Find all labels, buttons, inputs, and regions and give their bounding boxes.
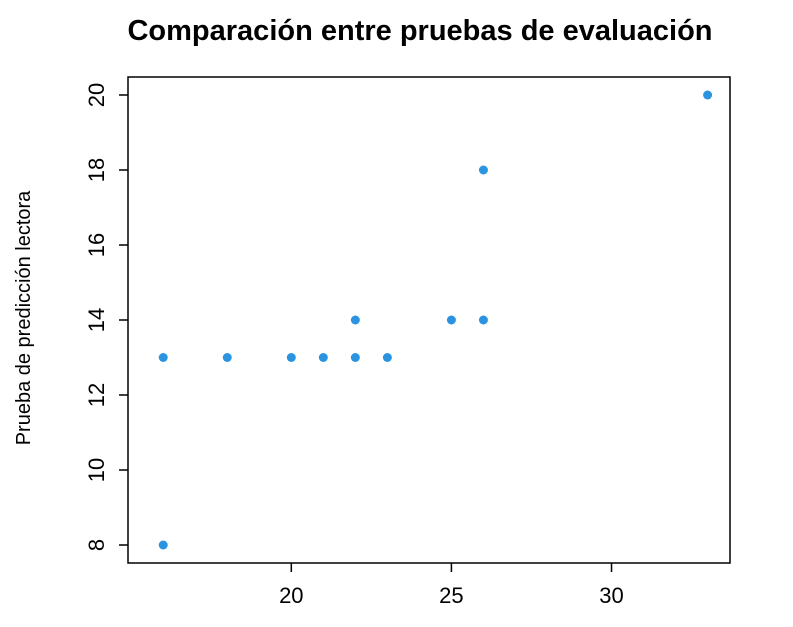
point	[222, 353, 232, 362]
y-tick-label: 20	[84, 83, 109, 107]
point	[478, 165, 488, 175]
x-tick-label: 20	[279, 583, 303, 608]
point	[478, 315, 488, 325]
point	[158, 353, 168, 362]
y-tick-label: 8	[84, 539, 109, 551]
point	[703, 90, 713, 100]
y-axis-label: Prueba de predicción lectora	[13, 190, 35, 445]
chart-title: Comparación entre pruebas de evaluación	[127, 15, 712, 47]
point	[350, 353, 360, 362]
y-tick-label: 12	[84, 383, 109, 407]
point	[158, 540, 168, 550]
x-tick-label: 25	[439, 583, 463, 608]
point	[350, 315, 360, 325]
point	[318, 353, 328, 362]
y-tick-label: 16	[84, 233, 109, 257]
point	[446, 315, 456, 325]
point	[382, 353, 392, 362]
y-tick-label: 10	[84, 458, 109, 482]
x-tick-label: 30	[599, 583, 623, 608]
y-tick-label: 18	[84, 158, 109, 182]
y-tick-label: 14	[84, 308, 109, 332]
plot-box	[127, 76, 731, 564]
point	[286, 353, 296, 362]
